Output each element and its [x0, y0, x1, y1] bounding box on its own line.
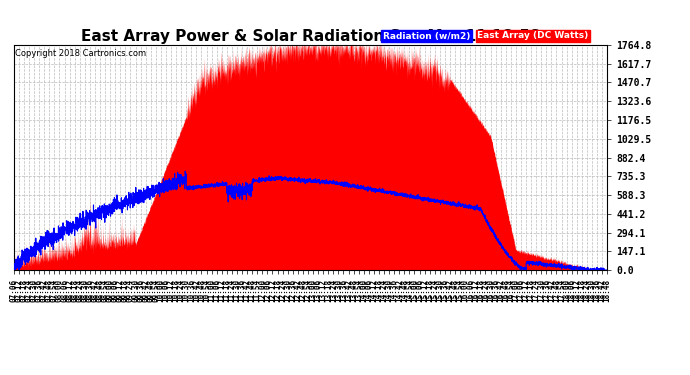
Text: East Array (DC Watts): East Array (DC Watts) [477, 32, 589, 40]
Text: Copyright 2018 Cartronics.com: Copyright 2018 Cartronics.com [15, 50, 146, 58]
Title: East Array Power & Solar Radiation Sun Mar 11 18:58: East Array Power & Solar Radiation Sun M… [81, 29, 540, 44]
Text: Radiation (w/m2): Radiation (w/m2) [382, 32, 470, 40]
